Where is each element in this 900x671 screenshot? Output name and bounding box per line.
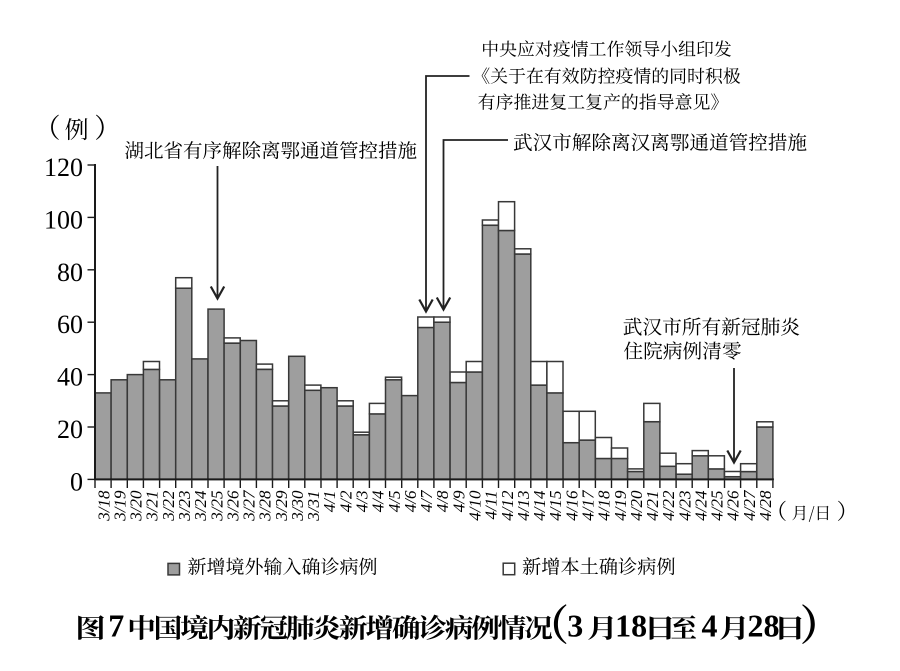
svg-text:3/24: 3/24 xyxy=(191,490,210,522)
svg-text:3/21: 3/21 xyxy=(143,491,162,522)
svg-text:3/20: 3/20 xyxy=(127,490,146,522)
svg-text:3/23: 3/23 xyxy=(175,491,194,522)
svg-text:4/24: 4/24 xyxy=(692,490,711,521)
svg-text:4/22: 4/22 xyxy=(659,490,678,521)
svg-text:4/4: 4/4 xyxy=(369,490,388,512)
svg-text:3/30: 3/30 xyxy=(288,490,307,522)
svg-text:3/31: 3/31 xyxy=(304,491,323,522)
svg-text:4/9: 4/9 xyxy=(449,490,468,512)
svg-text:4/12: 4/12 xyxy=(498,490,517,521)
svg-text:4/17: 4/17 xyxy=(579,489,598,521)
svg-text:4/13: 4/13 xyxy=(514,491,533,521)
svg-text:0: 0 xyxy=(70,467,83,496)
svg-text:3/19: 3/19 xyxy=(110,490,129,522)
svg-text:4/2: 4/2 xyxy=(336,490,355,512)
svg-text:3/18: 3/18 xyxy=(94,490,113,522)
svg-text:4/23: 4/23 xyxy=(675,491,694,521)
svg-text:4/8: 4/8 xyxy=(433,490,452,512)
svg-text:3/25: 3/25 xyxy=(207,491,226,522)
svg-text:4/28: 4/28 xyxy=(756,490,775,521)
svg-text:3/28: 3/28 xyxy=(256,490,275,522)
svg-text:120: 120 xyxy=(44,153,83,182)
svg-text:3/22: 3/22 xyxy=(159,490,178,522)
svg-text:4/3: 4/3 xyxy=(353,491,372,513)
svg-text:4/11: 4/11 xyxy=(482,491,501,520)
svg-text:20: 20 xyxy=(57,415,83,444)
svg-text:4/7: 4/7 xyxy=(417,489,436,512)
svg-text:4/26: 4/26 xyxy=(724,490,743,521)
svg-text:3/29: 3/29 xyxy=(272,490,291,522)
svg-text:4/18: 4/18 xyxy=(595,490,614,521)
svg-text:4/16: 4/16 xyxy=(562,490,581,521)
svg-text:4/25: 4/25 xyxy=(708,491,727,521)
svg-text:4/19: 4/19 xyxy=(611,490,630,521)
svg-text:4/21: 4/21 xyxy=(643,491,662,521)
svg-text:4/15: 4/15 xyxy=(546,491,565,521)
svg-text:28: 28 xyxy=(748,608,780,644)
svg-text:100: 100 xyxy=(44,205,83,234)
svg-text:40: 40 xyxy=(57,363,83,392)
svg-text:3: 3 xyxy=(567,608,583,644)
svg-text:18: 18 xyxy=(615,608,647,644)
svg-text:3/27: 3/27 xyxy=(240,489,259,522)
svg-text:4/14: 4/14 xyxy=(530,490,549,521)
svg-text:4/5: 4/5 xyxy=(385,491,404,513)
svg-text:4: 4 xyxy=(702,608,718,644)
svg-text:4/1: 4/1 xyxy=(320,491,339,513)
svg-text:4/10: 4/10 xyxy=(466,490,485,521)
svg-text:60: 60 xyxy=(57,310,83,339)
svg-text:80: 80 xyxy=(57,258,83,287)
svg-text:3/26: 3/26 xyxy=(223,490,242,522)
svg-text:4/20: 4/20 xyxy=(627,490,646,521)
svg-text:4/6: 4/6 xyxy=(401,490,420,512)
svg-text:7: 7 xyxy=(108,608,124,644)
svg-text:4/27: 4/27 xyxy=(740,489,759,521)
